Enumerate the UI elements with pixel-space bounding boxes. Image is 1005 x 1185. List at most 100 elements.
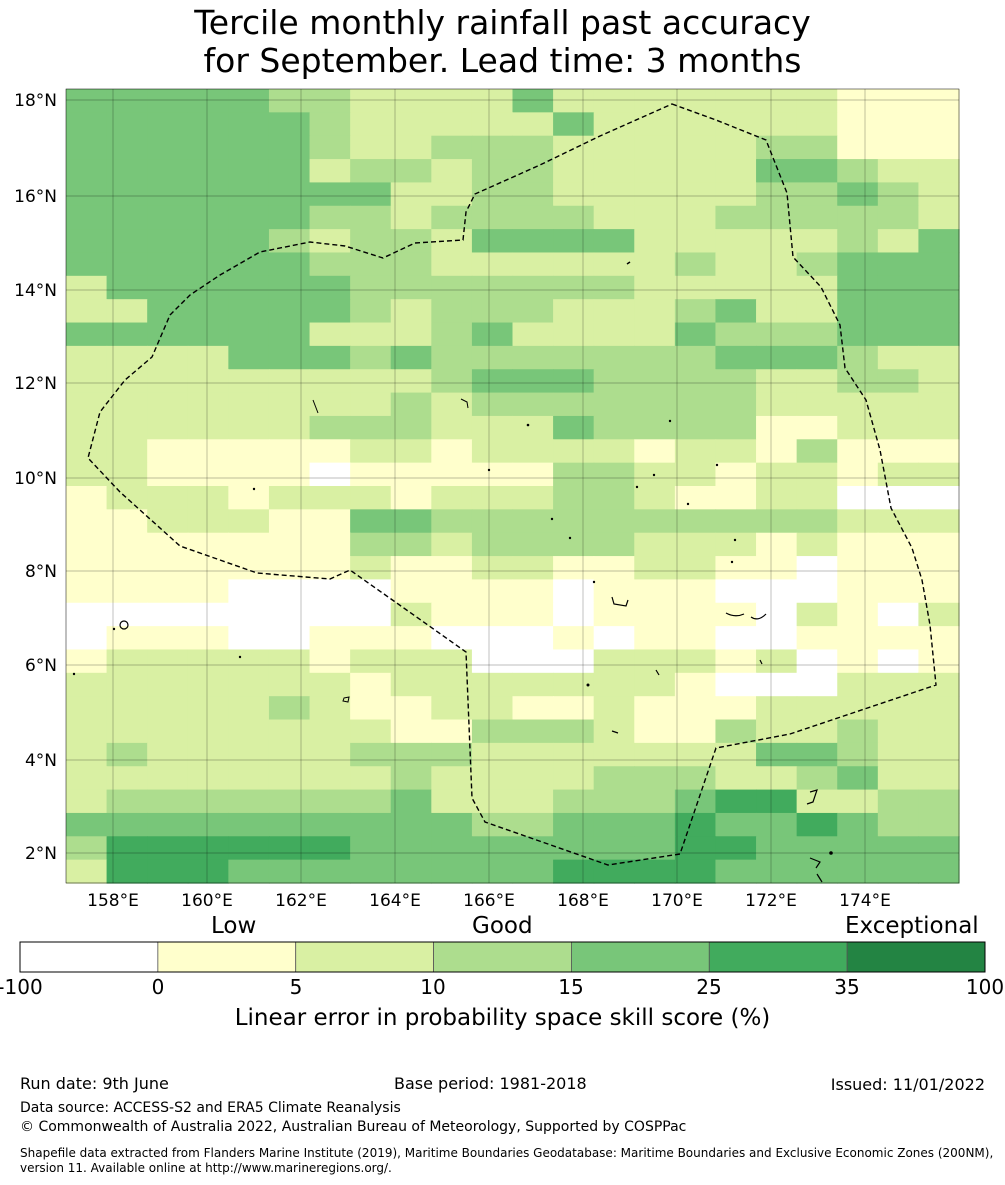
grid-cell xyxy=(147,556,189,581)
grid-cell xyxy=(796,696,838,721)
grid-cell xyxy=(431,556,473,581)
grid-cell xyxy=(228,89,270,113)
grid-cell xyxy=(593,345,635,370)
grid-cell xyxy=(553,486,595,510)
grid-cell xyxy=(309,392,351,417)
grid-cell xyxy=(715,275,757,300)
grid-cell xyxy=(512,415,554,440)
grid-cell xyxy=(471,229,514,254)
grid-cell xyxy=(187,89,229,113)
grid-cell xyxy=(918,509,960,534)
grid-cell xyxy=(553,252,595,277)
colorbar-tick-label: 25 xyxy=(696,975,722,999)
grid-cell xyxy=(918,789,960,814)
grid-cell xyxy=(390,696,432,721)
grid-cell xyxy=(187,135,229,160)
grid-cell xyxy=(350,369,392,394)
grid-cell xyxy=(147,486,189,510)
grid-cell xyxy=(187,205,229,230)
grid-cell xyxy=(187,392,229,417)
grid-cell xyxy=(390,672,432,697)
grid-cell xyxy=(674,509,717,534)
grid-cell xyxy=(390,719,432,744)
island-dot xyxy=(652,473,656,477)
grid-cell xyxy=(553,299,595,324)
grid-cell xyxy=(553,345,595,370)
grid-cell xyxy=(228,392,270,417)
grid-cell xyxy=(106,626,148,651)
grid-cell xyxy=(471,696,514,721)
grid-cell xyxy=(147,182,189,207)
grid-cell xyxy=(471,859,514,884)
grid-cell xyxy=(268,836,311,861)
island-dot xyxy=(586,683,590,687)
grid-cell xyxy=(431,766,473,791)
grid-cell xyxy=(918,392,960,417)
grid-cell xyxy=(187,812,229,837)
grid-cell xyxy=(187,859,229,884)
grid-cell xyxy=(877,486,920,510)
grid-cell xyxy=(350,836,392,861)
grid-cell xyxy=(512,159,554,184)
colorbar-segment xyxy=(846,941,986,973)
grid-cell xyxy=(553,462,595,487)
grid-cell xyxy=(187,486,229,510)
grid-cell xyxy=(837,135,879,160)
grid-cell xyxy=(918,112,960,137)
grid-cell xyxy=(634,649,676,674)
grid-cell xyxy=(512,275,554,300)
grid-cell xyxy=(106,556,148,581)
grid-cell xyxy=(471,299,514,324)
grid-cell xyxy=(66,159,108,184)
grid-cell xyxy=(593,509,635,534)
grid-cell xyxy=(66,89,108,113)
grid-cell xyxy=(147,252,189,277)
grid-cell xyxy=(431,135,473,160)
grid-cell xyxy=(431,812,473,837)
grid-cell xyxy=(796,719,838,744)
grid-cell xyxy=(634,205,676,230)
grid-cell xyxy=(390,112,432,137)
grid-cell xyxy=(471,345,514,370)
grid-cell xyxy=(228,859,270,884)
grid-cell xyxy=(106,486,148,510)
grid-cell xyxy=(756,766,798,791)
grid-cell xyxy=(593,766,635,791)
grid-cell xyxy=(66,439,108,464)
grid-cell xyxy=(390,229,432,254)
grid-cell xyxy=(228,626,270,651)
grid-cell xyxy=(66,392,108,417)
lon-label: 174°E xyxy=(839,891,891,911)
grid-cell xyxy=(106,159,148,184)
grid-cell xyxy=(228,649,270,674)
grid-cell xyxy=(228,252,270,277)
grid-cell xyxy=(147,626,189,651)
grid-cell xyxy=(106,322,148,347)
grid-cell xyxy=(147,462,189,487)
grid-cell xyxy=(877,579,920,604)
base-period: Base period: 1981-2018 xyxy=(394,1074,587,1093)
grid-cell xyxy=(553,89,595,113)
grid-cell xyxy=(147,649,189,674)
grid-cell xyxy=(837,182,879,207)
grid-cell xyxy=(268,532,311,557)
grid-cell xyxy=(309,205,351,230)
grid-cell xyxy=(634,766,676,791)
grid-cell xyxy=(431,509,473,534)
grid-cell xyxy=(553,415,595,440)
grid-cell xyxy=(796,509,838,534)
grid-cell xyxy=(593,392,635,417)
grid-cell xyxy=(553,182,595,207)
grid-cell xyxy=(837,859,879,884)
longitude-axis-labels: 158°E 160°E 162°E 164°E 166°E 168°E 170°… xyxy=(87,891,891,911)
grid-cell xyxy=(796,462,838,487)
grid-cell xyxy=(715,602,757,627)
grid-cell xyxy=(634,579,676,604)
grid-cell xyxy=(350,859,392,884)
grid-cell xyxy=(918,649,960,674)
grid-cell xyxy=(634,392,676,417)
grid-cell xyxy=(512,112,554,137)
grid-cell xyxy=(106,182,148,207)
grid-cell xyxy=(187,439,229,464)
grid-cell xyxy=(228,229,270,254)
